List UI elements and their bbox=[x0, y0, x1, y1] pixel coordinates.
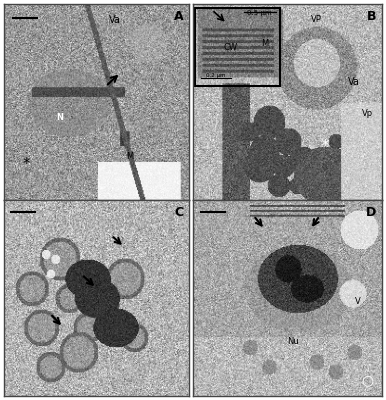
Text: D: D bbox=[366, 206, 376, 219]
Bar bbox=[195, 8, 280, 86]
Text: *: * bbox=[322, 138, 329, 152]
Text: 0.2 µm: 0.2 µm bbox=[206, 74, 226, 78]
Text: *: * bbox=[22, 157, 30, 172]
Text: VP: VP bbox=[310, 15, 322, 24]
Text: 0.5 µm: 0.5 µm bbox=[247, 10, 271, 16]
Text: ○: ○ bbox=[361, 373, 373, 387]
Text: Nu: Nu bbox=[287, 337, 299, 346]
Text: M: M bbox=[126, 152, 134, 161]
Text: CW: CW bbox=[224, 43, 238, 52]
Text: Va: Va bbox=[109, 15, 121, 25]
Text: Va: Va bbox=[348, 77, 360, 87]
Text: B: B bbox=[367, 10, 376, 23]
Text: A: A bbox=[174, 10, 184, 23]
Text: V: V bbox=[355, 298, 361, 306]
Text: Vp: Vp bbox=[361, 109, 372, 118]
Text: C: C bbox=[174, 206, 184, 219]
Text: N: N bbox=[56, 113, 63, 122]
Text: M: M bbox=[261, 39, 269, 48]
